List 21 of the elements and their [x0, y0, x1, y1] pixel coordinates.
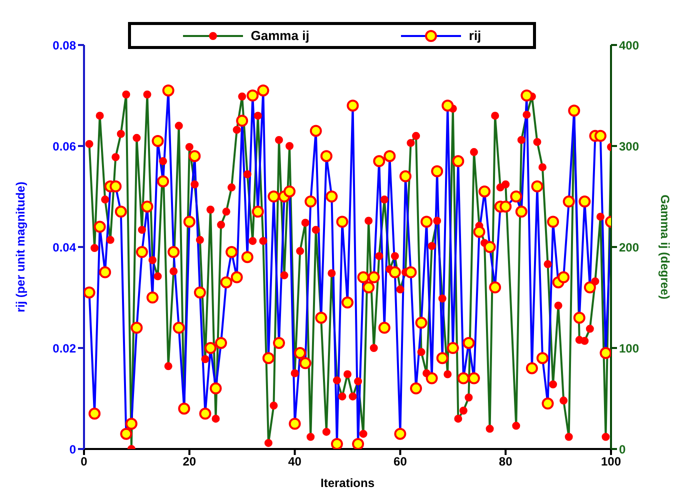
x-tick-label: 60 — [394, 454, 408, 469]
y-tick-label: 0.06 — [52, 139, 76, 154]
x-tick-label: 100 — [600, 454, 622, 469]
x-tick-label: 80 — [498, 454, 513, 469]
y-tick-label: 0 — [69, 442, 76, 456]
legend-label: Gamma ij — [250, 28, 310, 43]
y-tick-label: 0.02 — [52, 341, 76, 356]
y-tick-label: 0.08 — [52, 38, 76, 52]
y2-tick-label: 0 — [619, 442, 626, 456]
x-axis-title: Iterations — [320, 476, 375, 490]
x-tick-label: 40 — [288, 454, 302, 469]
y2-tick-label: 200 — [619, 240, 640, 254]
y-axis-title: rij (per unit magnitude) — [13, 182, 28, 312]
y2-axis-title: Gamma ij (degree) — [658, 194, 672, 300]
y2-tick-label: 100 — [619, 341, 640, 356]
x-tick-label: 20 — [182, 454, 196, 469]
x-tick-label: 0 — [80, 454, 88, 469]
legend-label: rij — [468, 28, 482, 43]
y2-tick-label: 300 — [619, 139, 640, 154]
y-tick-label: 0.04 — [52, 240, 76, 254]
y2-tick-label: 400 — [619, 38, 640, 52]
